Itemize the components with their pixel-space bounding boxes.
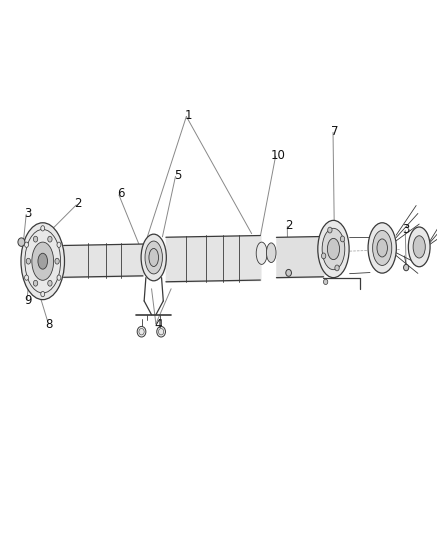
Ellipse shape (141, 234, 166, 281)
Ellipse shape (286, 269, 291, 276)
Ellipse shape (145, 241, 162, 274)
Ellipse shape (57, 275, 61, 280)
Ellipse shape (25, 242, 28, 247)
Text: 10: 10 (270, 149, 285, 161)
Text: 8: 8 (46, 318, 53, 332)
Ellipse shape (21, 223, 64, 300)
Ellipse shape (57, 242, 61, 247)
Ellipse shape (157, 326, 166, 337)
Text: 2: 2 (74, 197, 81, 211)
Ellipse shape (256, 242, 267, 264)
Text: 3: 3 (403, 223, 410, 236)
Ellipse shape (33, 280, 38, 286)
Text: 3: 3 (24, 207, 31, 220)
Text: 1: 1 (185, 109, 192, 122)
Ellipse shape (340, 236, 345, 242)
Ellipse shape (41, 225, 45, 231)
Text: 4: 4 (154, 318, 162, 332)
Ellipse shape (413, 236, 425, 258)
Ellipse shape (25, 275, 28, 280)
Text: 2: 2 (285, 219, 293, 232)
Ellipse shape (328, 227, 332, 233)
Ellipse shape (48, 280, 52, 286)
Ellipse shape (41, 292, 45, 297)
Ellipse shape (321, 253, 326, 259)
Ellipse shape (377, 239, 388, 257)
Ellipse shape (368, 223, 396, 273)
Ellipse shape (32, 242, 53, 280)
Ellipse shape (323, 279, 328, 285)
Ellipse shape (327, 238, 339, 260)
Ellipse shape (403, 264, 409, 271)
Ellipse shape (137, 326, 146, 337)
Text: 7: 7 (331, 125, 338, 138)
Ellipse shape (322, 228, 345, 270)
Ellipse shape (33, 236, 38, 242)
Ellipse shape (266, 243, 276, 263)
Text: 6: 6 (117, 188, 125, 200)
Ellipse shape (55, 259, 59, 264)
Ellipse shape (38, 253, 47, 269)
Ellipse shape (48, 236, 52, 242)
Ellipse shape (335, 265, 339, 271)
Text: 5: 5 (174, 169, 181, 182)
Ellipse shape (373, 230, 392, 265)
Ellipse shape (318, 220, 349, 278)
Ellipse shape (149, 248, 159, 266)
Ellipse shape (408, 227, 430, 266)
Ellipse shape (26, 259, 31, 264)
Ellipse shape (18, 238, 25, 246)
Text: 9: 9 (24, 294, 31, 308)
